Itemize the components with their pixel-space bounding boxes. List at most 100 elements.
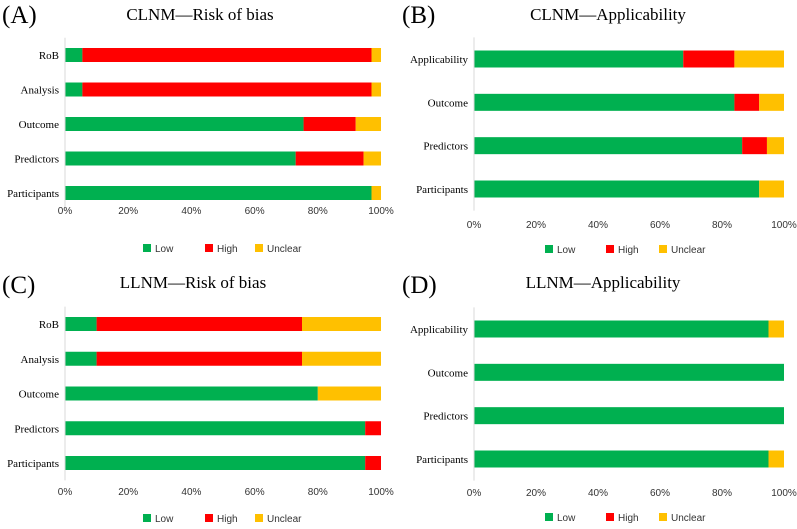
legend-label-unclear: Unclear (267, 514, 302, 525)
category-label: Outcome (19, 119, 59, 131)
bar-segment-high (365, 456, 381, 470)
legend-label-high: High (217, 244, 238, 255)
bar-segment-low (474, 407, 784, 425)
legend-label-high: High (618, 245, 639, 256)
category-label: Outcome (19, 389, 59, 401)
x-tick-label: 100% (771, 220, 797, 231)
x-tick-label: 40% (181, 487, 201, 498)
x-tick-label: 0% (467, 220, 482, 231)
panel-d-plot: Applicability Outcome Predictors Participan… (410, 307, 797, 524)
panel-b-title: CLNM—Applicability (530, 5, 686, 24)
category-label: Outcome (428, 367, 468, 379)
bar-segment-unclear (768, 450, 784, 468)
legend-label-low: Low (557, 513, 576, 524)
panel-c: (C) LLNM—Risk of bias RoB Analysis Outcome… (2, 272, 394, 525)
panel-d-title: LLNM—Applicability (526, 273, 681, 292)
bar-segment-low (65, 82, 83, 97)
panel-a-letter: (A) (2, 2, 37, 29)
panel-c-title: LLNM—Risk of bias (120, 273, 266, 292)
x-tick-label: 60% (650, 488, 670, 499)
x-tick-label: 40% (588, 488, 608, 499)
bar-segment-high (82, 48, 372, 62)
bar-segment-low (474, 93, 735, 111)
bar-segment-unclear (302, 317, 381, 331)
bar-segment-high (96, 351, 302, 366)
legend-swatch-high (205, 514, 213, 522)
legend-swatch-low (545, 245, 553, 253)
x-tick-label: 20% (118, 206, 138, 217)
x-tick-label: 20% (526, 220, 546, 231)
category-label: Predictors (14, 423, 59, 435)
bar-segment-high (683, 50, 735, 68)
legend-swatch-unclear (659, 245, 667, 253)
category-label: Predictors (423, 141, 468, 153)
panel-b-letter: (B) (402, 2, 435, 29)
legend-label-low: Low (557, 245, 576, 256)
panel-c-letter: (C) (2, 272, 35, 299)
bar-segment-low (474, 180, 760, 198)
x-tick-label: 80% (308, 206, 328, 217)
category-label: RoB (39, 319, 59, 331)
x-tick-label: 40% (588, 220, 608, 231)
x-tick-label: 60% (245, 206, 265, 217)
bar-segment-unclear (759, 180, 784, 198)
category-label: Predictors (14, 154, 59, 166)
x-tick-label: 80% (712, 488, 732, 499)
x-tick-label: 100% (368, 206, 394, 217)
category-label: Participants (416, 454, 468, 466)
bar-segment-low (65, 117, 304, 131)
bar-segment-low (474, 450, 769, 468)
legend-swatch-low (143, 244, 151, 252)
bar-segment-low (65, 151, 296, 166)
legend-swatch-low (545, 513, 553, 521)
bar-segment-unclear (734, 50, 784, 68)
bar-segment-high (295, 151, 364, 166)
x-tick-label: 60% (245, 487, 265, 498)
legend-label-unclear: Unclear (671, 513, 706, 524)
x-tick-label: 80% (712, 220, 732, 231)
bar-segment-high (365, 421, 381, 436)
legend-swatch-unclear (255, 514, 263, 522)
x-tick-label: 40% (181, 206, 201, 217)
panel-b: (B) CLNM—Applicability Applicability Outc… (402, 2, 797, 256)
panel-c-plot: RoB Analysis Outcome Predictors Participants… (7, 306, 394, 525)
legend-label-unclear: Unclear (671, 245, 706, 256)
category-label: Participants (416, 184, 468, 196)
category-label: Predictors (423, 411, 468, 423)
bar-segment-high (303, 117, 356, 131)
legend-label-unclear: Unclear (267, 244, 302, 255)
category-label: Analysis (21, 85, 60, 97)
panel-a-title: CLNM—Risk of bias (126, 5, 273, 24)
legend-label-low: Low (155, 244, 174, 255)
x-tick-label: 80% (308, 487, 328, 498)
bar-segment-unclear (371, 186, 381, 200)
bar-segment-unclear (768, 320, 784, 338)
panel-b-plot: Applicability Outcome Predictors Participan… (410, 37, 797, 256)
x-tick-label: 0% (58, 487, 73, 498)
bar-segment-low (65, 48, 83, 62)
bar-segment-unclear (766, 137, 784, 155)
legend-swatch-high (606, 513, 614, 521)
bar-segment-high (82, 82, 372, 97)
panel-d-letter: (D) (402, 272, 437, 299)
bar-segment-unclear (363, 151, 381, 166)
x-tick-label: 100% (368, 487, 394, 498)
bar-segment-low (65, 421, 366, 436)
bar-segment-unclear (302, 351, 381, 366)
legend-swatch-low (143, 514, 151, 522)
legend-swatch-unclear (255, 244, 263, 252)
panel-a-plot: RoB Analysis Outcome Predictors Participants… (7, 37, 394, 255)
legend-label-high: High (217, 514, 238, 525)
legend-label-low: Low (155, 514, 174, 525)
bar-segment-unclear (317, 386, 381, 401)
bar-segment-low (474, 137, 743, 155)
bar-segment-low (65, 386, 318, 401)
legend-swatch-high (606, 245, 614, 253)
category-label: Applicability (410, 324, 469, 336)
bar-segment-high (734, 93, 760, 111)
bar-segment-unclear (759, 93, 784, 111)
category-label: Outcome (428, 97, 468, 109)
x-tick-label: 0% (467, 488, 482, 499)
x-tick-label: 100% (771, 488, 797, 499)
